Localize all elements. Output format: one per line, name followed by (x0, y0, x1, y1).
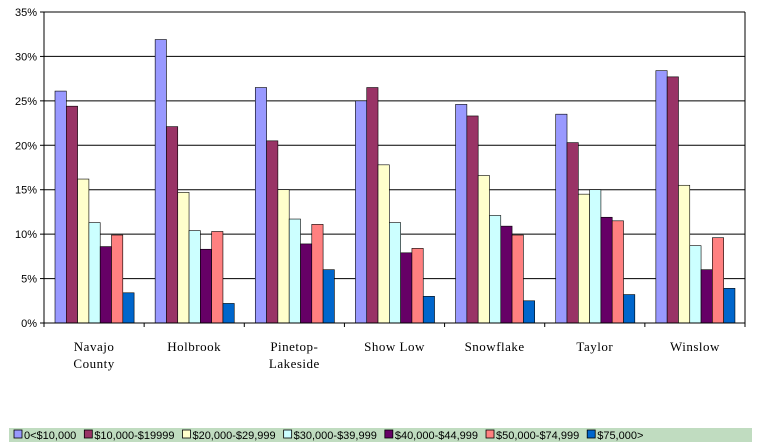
bar (700, 269, 713, 324)
bar (723, 288, 736, 324)
bar (111, 234, 124, 324)
bar (122, 292, 135, 324)
bar (266, 140, 279, 324)
legend-label: $40,000-$44,999 (395, 430, 478, 442)
bar (200, 248, 212, 324)
bar (66, 105, 78, 324)
bar (623, 294, 636, 324)
legend-label: $10,000-$19999 (94, 430, 174, 442)
legend-swatch (13, 429, 23, 439)
bar (455, 104, 468, 324)
bar (88, 222, 101, 324)
bars (54, 39, 736, 324)
bar (566, 142, 579, 324)
bar (99, 246, 112, 324)
y-tick-label: 30% (15, 51, 37, 63)
axes (43, 12, 746, 327)
x-category-label: Pinetop- (270, 339, 318, 354)
bar (177, 192, 190, 324)
y-tick-label: 35% (15, 7, 37, 19)
legend-swatch (182, 429, 191, 439)
legend-background (9, 428, 752, 442)
bar (54, 90, 67, 324)
y-tick-labels: 0% 5% 10% 15% 20% 25% 30% 35% (15, 7, 37, 330)
x-category-label: Winslow (670, 339, 720, 354)
legend-swatch (384, 429, 394, 439)
y-tick-label: 10% (15, 229, 37, 241)
bar (611, 220, 624, 324)
legend-swatch (283, 429, 293, 439)
y-tick-label: 20% (15, 140, 37, 152)
bar (712, 237, 724, 324)
bar (288, 218, 301, 324)
bar (411, 248, 424, 324)
x-category-label: Taylor (576, 339, 613, 354)
bar (666, 76, 679, 324)
legend-label: $20,000-$29,999 (192, 430, 275, 442)
bar (222, 303, 235, 324)
bar (511, 234, 524, 324)
bar (366, 87, 379, 324)
bar (523, 300, 535, 324)
legend-label: $50,000-$74,999 (496, 430, 579, 442)
bar (188, 230, 201, 324)
x-category-label: Show Low (364, 339, 425, 354)
x-category-label: County (73, 356, 114, 371)
bar (489, 215, 502, 324)
bar (77, 178, 90, 324)
bar (422, 296, 435, 324)
legend-swatch (83, 429, 93, 439)
bar (322, 269, 335, 324)
bar (500, 225, 513, 324)
legend-label: $75,000> (597, 430, 643, 442)
bar (689, 245, 702, 324)
x-category-label: Snowflake (465, 339, 525, 354)
y-tick-label: 5% (21, 274, 37, 286)
y-tick-label: 25% (15, 96, 37, 108)
bar (355, 100, 368, 324)
bar (254, 87, 267, 324)
bar (277, 189, 290, 324)
x-category-labels: Navajo County Holbrook Pinetop- Lakeside Show… (73, 339, 720, 371)
y-tick-label: 15% (15, 185, 37, 197)
legend-label: $30,000-$39,999 (294, 430, 377, 442)
bar (211, 231, 224, 324)
bar (555, 113, 568, 324)
bar (477, 175, 490, 324)
bar (400, 252, 413, 324)
x-category-label: Navajo (74, 339, 115, 354)
bar (589, 189, 602, 324)
y-tick-label: 0% (21, 318, 37, 330)
legend: 0<$10,000 $10,000-$19999 $20,000-$29,999 $3… (9, 428, 752, 442)
x-category-label: Lakeside (269, 356, 320, 371)
bar (389, 222, 401, 324)
bar (578, 193, 590, 324)
legend-label: 0<$10,000 (24, 430, 76, 442)
bar (154, 39, 167, 324)
bar (300, 243, 313, 324)
bar (678, 184, 691, 324)
bar (466, 115, 479, 324)
bar (166, 126, 179, 324)
legend-swatch (586, 429, 596, 439)
x-category-label: Holbrook (167, 339, 221, 354)
bar (600, 216, 613, 324)
legend-swatch (485, 429, 495, 439)
bar (655, 70, 668, 324)
bar (377, 164, 390, 324)
bar (311, 224, 324, 324)
